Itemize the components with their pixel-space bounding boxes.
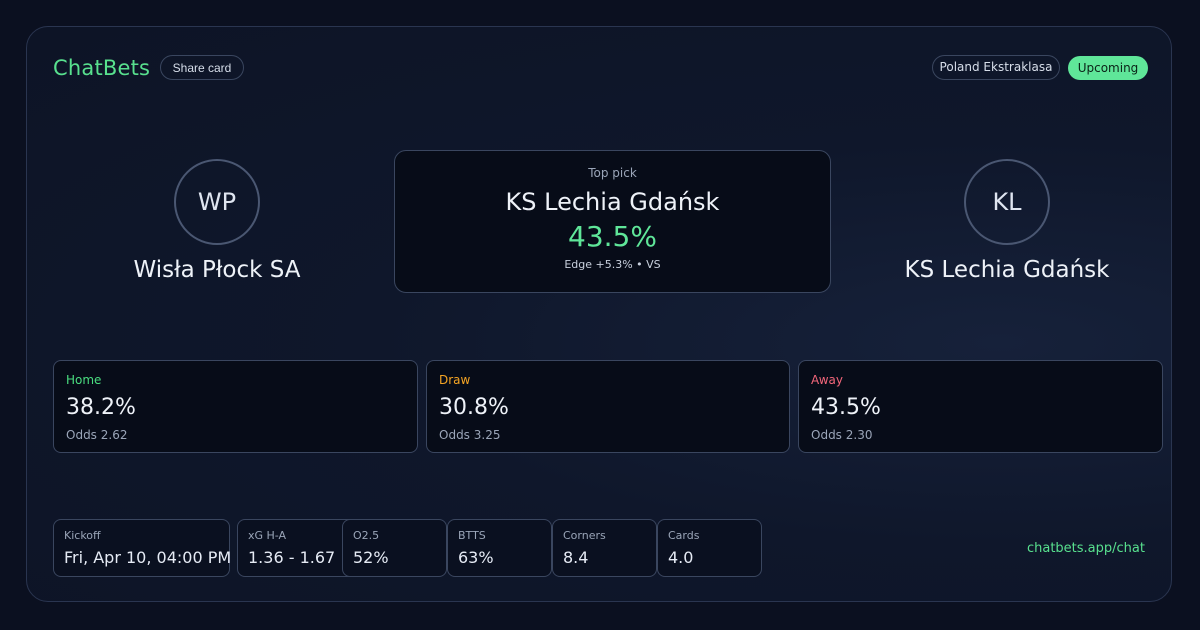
home-team-avatar: WP — [174, 159, 260, 245]
brand-logo: ChatBets — [53, 56, 151, 80]
top-pick-team: KS Lechia Gdańsk — [505, 188, 720, 216]
outcome-home-odds: Odds 2.62 — [66, 428, 128, 442]
status-badge: Upcoming — [1068, 56, 1148, 80]
chat-link[interactable]: chatbets.app/chat — [1026, 541, 1145, 556]
stat-corners-label: Corners — [563, 529, 606, 542]
share-card-button[interactable]: Share card — [160, 55, 244, 80]
league-badge: Poland Ekstraklasa — [932, 55, 1060, 80]
outcome-draw-odds: Odds 3.25 — [439, 428, 501, 442]
outcome-draw-probability: 30.8% — [439, 395, 509, 420]
stat-corners: Corners 8.4 — [552, 519, 657, 577]
stat-kickoff: Kickoff Fri, Apr 10, 04:00 PM — [53, 519, 232, 577]
stat-kickoff-value: Fri, Apr 10, 04:00 PM — [64, 548, 232, 567]
away-team-avatar: KL — [964, 159, 1050, 245]
outcome-away-odds: Odds 2.30 — [811, 428, 873, 442]
stat-corners-value: 8.4 — [563, 548, 589, 567]
outcome-away-card: Away 43.5% Odds 2.30 — [798, 360, 1163, 453]
away-team: KL KS Lechia Gdańsk — [877, 159, 1137, 283]
stat-btts: BTTS 63% — [447, 519, 552, 577]
outcome-home-label: Home — [66, 373, 102, 387]
top-pick-label: Top pick — [588, 166, 637, 180]
away-team-name: KS Lechia Gdańsk — [904, 257, 1110, 283]
stat-over-2-5: O2.5 52% — [342, 519, 447, 577]
top-pick-edge: Edge +5.3% • VS — [564, 258, 661, 271]
top-pick-probability: 43.5% — [568, 220, 657, 253]
outcome-away-probability: 43.5% — [811, 395, 881, 420]
stat-kickoff-label: Kickoff — [64, 529, 101, 542]
home-team-name: Wisła Płock SA — [133, 257, 301, 283]
stat-xg-label: xG H-A — [248, 529, 287, 542]
stat-cards: Cards 4.0 — [657, 519, 762, 577]
outcome-home-card: Home 38.2% Odds 2.62 — [53, 360, 418, 453]
stat-over-2-5-label: O2.5 — [353, 529, 380, 542]
share-card: ChatBets Share card Poland Ekstraklasa U… — [26, 26, 1172, 602]
outcome-away-label: Away — [811, 373, 843, 387]
stat-btts-label: BTTS — [458, 529, 486, 542]
stat-xg-value: 1.36 - 1.67 — [248, 548, 336, 567]
stat-cards-value: 4.0 — [668, 548, 694, 567]
stat-cards-label: Cards — [668, 529, 700, 542]
top-pick-panel: Top pick KS Lechia Gdańsk 43.5% Edge +5.… — [394, 150, 831, 293]
home-team: WP Wisła Płock SA — [87, 159, 347, 283]
outcome-draw-label: Draw — [439, 373, 471, 387]
stat-over-2-5-value: 52% — [353, 548, 389, 567]
outcome-draw-card: Draw 30.8% Odds 3.25 — [426, 360, 790, 453]
stat-btts-value: 63% — [458, 548, 494, 567]
outcome-home-probability: 38.2% — [66, 395, 136, 420]
